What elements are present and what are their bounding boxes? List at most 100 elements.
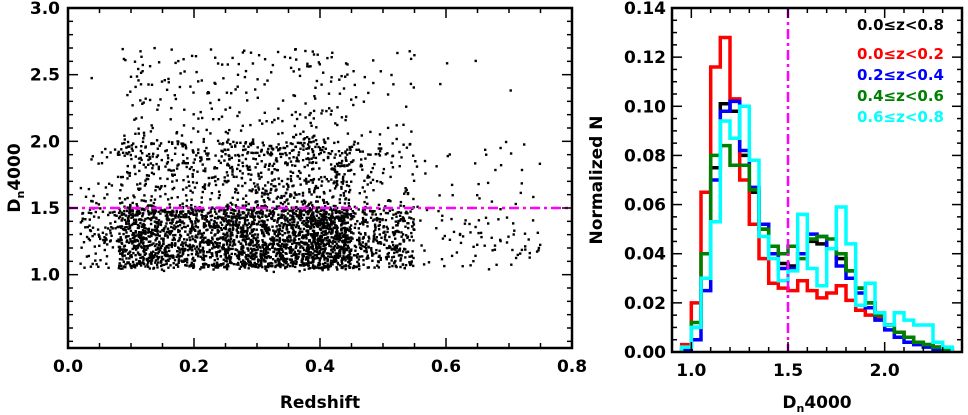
scatter-point	[189, 263, 193, 267]
scatter-point	[333, 237, 336, 240]
scatter-point	[354, 212, 357, 215]
scatter-point	[99, 259, 102, 262]
scatter-point	[258, 119, 261, 122]
scatter-point	[243, 266, 247, 269]
scatter-point	[516, 253, 519, 257]
scatter-point	[192, 91, 195, 94]
scatter-point	[395, 137, 398, 141]
scatter-point	[326, 56, 329, 60]
scatter-point	[307, 261, 310, 265]
scatter-point	[174, 242, 177, 245]
scatter-point	[332, 208, 336, 211]
scatter-point	[229, 237, 233, 241]
scatter-point	[349, 236, 352, 239]
scatter-point	[377, 260, 380, 264]
scatter-point	[249, 232, 252, 235]
scatter-point	[308, 137, 311, 141]
scatter-point	[206, 154, 209, 157]
scatter-point	[326, 227, 330, 230]
scatter-point	[340, 266, 343, 269]
scatter-point	[224, 227, 227, 230]
scatter-point	[378, 220, 382, 223]
scatter-point	[245, 208, 249, 211]
scatter-point	[211, 225, 215, 229]
scatter-point	[234, 154, 237, 157]
scatter-point	[216, 228, 219, 232]
scatter-point	[261, 230, 264, 233]
scatter-point	[311, 150, 315, 153]
scatter-point	[277, 263, 281, 267]
scatter-point	[327, 265, 331, 269]
scatter-point	[294, 238, 297, 242]
scatter-point	[406, 250, 410, 253]
scatter-point	[374, 213, 377, 216]
scatter-point	[228, 157, 231, 161]
scatter-point	[132, 142, 135, 145]
scatter-point	[336, 268, 339, 271]
scatter-point	[131, 247, 134, 251]
scatter-point	[404, 190, 407, 193]
scatter-point	[282, 146, 285, 150]
x-title-main: D	[782, 393, 796, 413]
scatter-point	[122, 265, 125, 268]
scatter-point	[336, 106, 339, 109]
scatter-point	[403, 266, 406, 270]
scatter-point	[214, 56, 217, 59]
scatter-point	[135, 75, 139, 78]
scatter-point	[240, 260, 243, 264]
scatter-point	[151, 167, 154, 170]
scatter-point	[226, 174, 229, 177]
scatter-point	[207, 211, 210, 215]
scatter-point	[474, 162, 477, 165]
scatter-point	[123, 218, 126, 222]
scatter-point	[346, 132, 350, 135]
scatter-point	[279, 216, 282, 219]
scatter-point	[172, 266, 175, 269]
scatter-point	[235, 248, 239, 252]
scatter-point	[120, 213, 123, 217]
scatter-point	[195, 217, 198, 220]
scatter-point	[142, 247, 146, 250]
scatter-point	[286, 177, 289, 181]
scatter-point	[115, 239, 119, 243]
scatter-point	[185, 165, 188, 169]
scatter-point	[399, 211, 403, 214]
scatter-point	[307, 249, 310, 252]
scatter-point	[392, 233, 396, 237]
scatter-point	[226, 63, 229, 66]
scatter-point	[234, 191, 237, 194]
scatter-point	[527, 238, 530, 241]
scatter-point	[158, 249, 162, 252]
scatter-point	[130, 216, 133, 219]
scatter-point	[137, 79, 140, 82]
scatter-point	[147, 244, 150, 247]
scatter-point	[256, 211, 260, 214]
scatter-point	[191, 191, 194, 194]
scatter-point	[180, 134, 184, 137]
scatter-point	[292, 135, 295, 139]
scatter-point	[290, 254, 293, 258]
scatter-point	[134, 231, 137, 234]
scatter-point	[159, 209, 162, 212]
scatter-point	[150, 258, 154, 261]
scatter-point	[385, 225, 388, 229]
scatter-point	[268, 262, 271, 265]
scatter-point	[141, 70, 144, 73]
scatter-point	[409, 210, 412, 213]
scatter-point	[358, 241, 361, 244]
scatter-point	[150, 261, 153, 264]
scatter-point	[195, 245, 199, 248]
scatter-point	[292, 248, 295, 251]
scatter-point	[184, 147, 188, 150]
scatter-point	[320, 240, 323, 243]
scatter-point	[377, 203, 381, 207]
scatter-point	[126, 164, 129, 168]
scatter-point	[251, 62, 255, 65]
scatter-point	[202, 241, 206, 244]
scatter-point	[272, 229, 275, 232]
scatter-point	[319, 256, 322, 260]
scatter-point	[268, 248, 271, 251]
scatter-point	[130, 147, 134, 150]
scatter-point	[202, 255, 205, 258]
scatter-point	[330, 150, 334, 153]
